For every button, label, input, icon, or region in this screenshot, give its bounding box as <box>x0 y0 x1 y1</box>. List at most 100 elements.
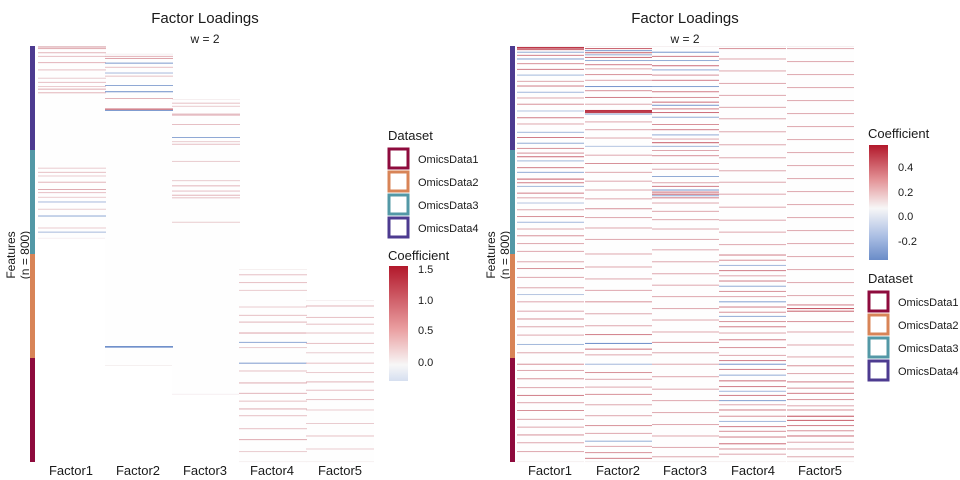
loading-line-factor1 <box>38 88 106 90</box>
loading-line-factor4 <box>239 314 307 316</box>
right-legend-label-omicsdata4: OmicsData4 <box>898 366 959 378</box>
loading-line-factor3 <box>652 163 719 164</box>
loading-line-factor4 <box>719 270 786 272</box>
right-x-tick-factor3: Factor3 <box>663 463 707 478</box>
loading-line-factor2 <box>585 68 652 70</box>
loading-line-factor2 <box>585 79 652 81</box>
loading-line-factor5 <box>306 435 374 437</box>
left-legend-key-omicsdata3 <box>387 193 410 216</box>
loading-line-factor4 <box>719 231 786 233</box>
loading-line-factor4 <box>719 363 786 365</box>
loading-line-factor2 <box>585 404 652 406</box>
loading-line-factor5 <box>787 74 854 76</box>
loading-line-factor2 <box>585 96 652 98</box>
loading-line-factor2 <box>585 440 652 442</box>
left-heatmap-panel: Factor Loadings w = 2 Features (n = 800)… <box>4 10 479 478</box>
factor-column-factor2 <box>105 53 173 366</box>
loading-line-factor4 <box>719 193 786 195</box>
left-x-tick-factor3: Factor3 <box>183 463 227 478</box>
loading-line-factor4 <box>719 106 786 108</box>
loading-line-factor2 <box>585 103 652 105</box>
loading-line-factor4 <box>719 374 786 376</box>
loading-line-factor1 <box>517 301 584 303</box>
loading-line-factor2 <box>585 113 652 115</box>
loading-line-factor3 <box>172 190 240 192</box>
loading-line-factor1 <box>517 54 584 56</box>
loading-line-factor1 <box>517 192 584 194</box>
left-chart-title: Factor Loadings <box>151 10 259 27</box>
loading-line-factor4 <box>719 426 786 428</box>
loading-line-factor4 <box>239 332 307 334</box>
loading-line-factor5 <box>306 448 374 450</box>
loading-line-factor1 <box>517 74 584 76</box>
loading-line-factor1 <box>517 352 584 354</box>
loading-line-factor1 <box>517 97 584 99</box>
loading-line-factor3 <box>652 112 719 114</box>
loading-line-factor2 <box>105 72 173 74</box>
factor-column-bottom-factor5 <box>787 461 854 463</box>
loading-line-factor2 <box>585 163 652 164</box>
loading-line-factor4 <box>719 390 786 392</box>
loading-line-factor4 <box>719 347 786 349</box>
loading-line-factor4 <box>719 321 786 323</box>
loading-line-factor5 <box>787 191 854 193</box>
loading-line-factor5 <box>787 100 854 102</box>
loading-line-factor3 <box>652 195 719 197</box>
loading-line-factor4 <box>719 280 786 282</box>
loading-line-factor3 <box>172 105 240 107</box>
loading-line-factor1 <box>38 92 106 94</box>
loading-line-factor2 <box>585 145 652 147</box>
loading-line-factor2 <box>585 189 652 191</box>
loading-line-factor5 <box>787 456 854 458</box>
left-coefficient-tick-1-5: 1.5 <box>418 264 433 276</box>
loading-line-factor4 <box>239 362 307 364</box>
right-coefficient-tick-0-0: 0.0 <box>898 211 913 223</box>
loading-line-factor3 <box>652 55 719 57</box>
left-x-tick-factor2: Factor2 <box>116 463 160 478</box>
loading-line-factor3 <box>652 51 719 53</box>
loading-line-factor3 <box>652 189 719 191</box>
loading-line-factor1 <box>38 201 106 203</box>
loading-line-factor3 <box>172 194 240 196</box>
loading-line-factor2 <box>585 208 652 210</box>
loading-line-factor3 <box>652 116 719 118</box>
factor-column-bottom-factor2 <box>105 365 173 366</box>
right-legend-label-omicsdata2: OmicsData2 <box>898 320 959 332</box>
loading-line-factor3 <box>652 210 719 212</box>
left-legend-key-omicsdata2 <box>387 170 410 193</box>
left-coefficient-legend-title: Coefficient <box>388 248 450 263</box>
left-coefficient-colorbar <box>389 266 408 381</box>
factor-column-top-factor3 <box>652 46 719 47</box>
loading-line-factor5 <box>787 441 854 443</box>
loading-line-factor5 <box>787 178 854 180</box>
loading-line-factor1 <box>38 175 106 177</box>
loading-line-factor4 <box>719 264 786 266</box>
loading-line-factor4 <box>719 368 786 370</box>
dataset-block-omicsdata1 <box>30 358 35 462</box>
left-factor-columns <box>38 46 374 463</box>
loading-line-factor4 <box>719 157 786 159</box>
loading-line-factor1 <box>38 77 106 79</box>
loading-line-factor4 <box>719 181 786 183</box>
loading-line-factor1 <box>517 276 584 278</box>
loading-line-factor3 <box>652 341 719 343</box>
loading-line-factor1 <box>517 131 584 133</box>
loading-line-factor2 <box>585 154 652 156</box>
loading-line-factor5 <box>787 230 854 232</box>
loading-line-factor4 <box>239 392 307 394</box>
loading-line-factor5 <box>787 204 854 206</box>
loading-line-factor3 <box>652 168 719 170</box>
loading-line-factor1 <box>38 181 106 183</box>
loading-line-factor1 <box>38 227 106 229</box>
loading-line-factor4 <box>719 404 786 406</box>
loading-line-factor1 <box>517 221 584 223</box>
loading-line-factor5 <box>787 321 854 323</box>
left-x-tick-factor5: Factor5 <box>318 463 362 478</box>
dataset-block-omicsdata4 <box>30 46 35 150</box>
left-loading-lines <box>38 46 374 453</box>
loading-line-factor1 <box>517 110 584 112</box>
loading-line-factor4 <box>719 296 786 298</box>
loading-line-factor1 <box>517 171 584 173</box>
loading-line-factor5 <box>306 332 374 334</box>
loading-line-factor5 <box>787 331 854 333</box>
